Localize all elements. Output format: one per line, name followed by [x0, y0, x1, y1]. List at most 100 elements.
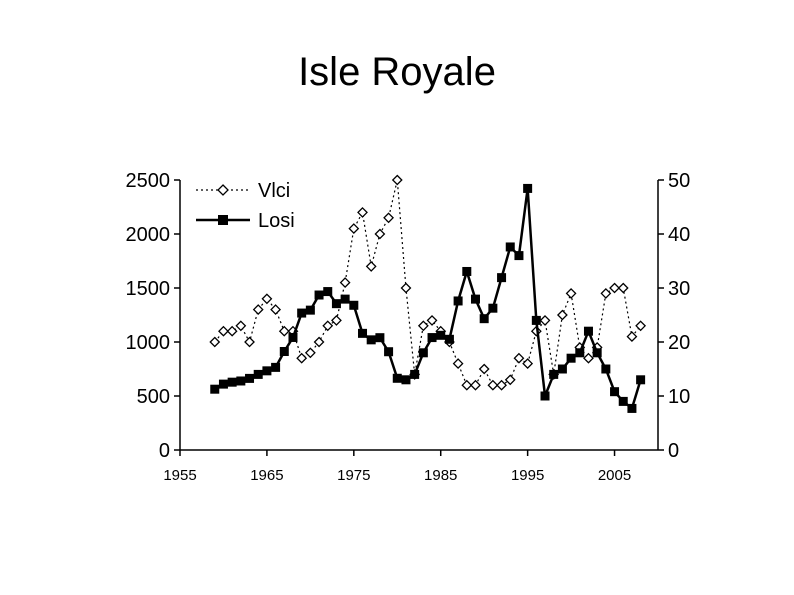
- left-tick-label: 2500: [126, 170, 171, 192]
- data-point: [209, 336, 221, 348]
- data-point: [297, 308, 307, 318]
- data-point: [391, 174, 403, 186]
- x-tick-label: 1955: [163, 467, 196, 484]
- data-point: [417, 320, 429, 332]
- legend-label: Losi: [258, 210, 295, 232]
- legend-marker: [217, 184, 229, 196]
- data-point: [566, 353, 576, 363]
- legend: Vlci Losi: [196, 180, 295, 232]
- data-point: [270, 304, 282, 316]
- data-point: [505, 242, 515, 252]
- data-point: [522, 358, 534, 370]
- data-point: [313, 336, 325, 348]
- data-point: [549, 369, 559, 379]
- data-point: [470, 379, 481, 391]
- data-point: [235, 320, 247, 332]
- data-point: [410, 369, 420, 379]
- left-tick-label: 1500: [126, 278, 171, 300]
- data-point: [418, 348, 428, 358]
- data-point: [592, 348, 602, 358]
- data-point: [426, 314, 438, 326]
- data-point: [609, 282, 620, 294]
- series-Vlci: [209, 174, 647, 391]
- data-point: [610, 387, 620, 397]
- data-point: [252, 304, 264, 316]
- data-point: [427, 333, 437, 343]
- data-point: [210, 384, 220, 394]
- data-point: [513, 352, 525, 364]
- data-point: [244, 336, 255, 348]
- data-point: [617, 282, 629, 294]
- data-point: [626, 331, 638, 343]
- data-point: [514, 251, 524, 261]
- data-point: [245, 373, 255, 383]
- data-point: [331, 299, 341, 309]
- data-point: [556, 309, 568, 321]
- ticks: 0 500 1000 1500 2000 2500 0 10 20 30 40 50 1955 1965 1…: [126, 170, 691, 484]
- data-point: [357, 206, 368, 218]
- left-tick-label: 2000: [126, 224, 171, 246]
- data-point: [523, 183, 533, 193]
- left-tick-label: 1000: [126, 332, 171, 354]
- data-point: [261, 293, 273, 305]
- data-point: [452, 358, 464, 370]
- right-tick-label: 30: [668, 278, 690, 300]
- legend-label: Vlci: [258, 180, 290, 202]
- x-tick-label: 1985: [424, 467, 457, 484]
- x-tick-label: 1965: [250, 467, 283, 484]
- data-point: [453, 296, 463, 306]
- data-point: [557, 364, 567, 374]
- data-point: [331, 314, 342, 326]
- data-point: [358, 328, 368, 338]
- data-point: [348, 223, 360, 235]
- series-layer: [209, 174, 647, 413]
- data-point: [305, 305, 315, 315]
- data-point: [478, 363, 490, 375]
- data-point: [462, 266, 472, 276]
- data-point: [565, 287, 577, 299]
- data-point: [496, 379, 507, 391]
- x-tick-label: 2005: [598, 467, 631, 484]
- right-tick-label: 10: [668, 386, 690, 408]
- data-point: [383, 212, 395, 224]
- data-point: [470, 294, 480, 304]
- right-tick-label: 50: [668, 170, 690, 192]
- series-Losi: [210, 183, 646, 413]
- data-point: [627, 403, 637, 413]
- data-point: [374, 228, 386, 240]
- data-point: [375, 333, 385, 343]
- data-point: [487, 379, 499, 391]
- data-point: [601, 364, 611, 374]
- data-point: [288, 332, 298, 342]
- x-tick-label: 1995: [511, 467, 544, 484]
- axes: [179, 180, 659, 451]
- data-point: [504, 374, 516, 386]
- data-point: [531, 315, 541, 325]
- data-point: [226, 325, 238, 337]
- data-point: [436, 330, 446, 340]
- data-point: [296, 352, 308, 364]
- data-point: [340, 294, 350, 304]
- data-point: [635, 320, 647, 332]
- left-tick-label: 500: [137, 386, 170, 408]
- data-point: [444, 334, 454, 344]
- data-point: [539, 314, 551, 326]
- data-point: [392, 373, 402, 383]
- data-point: [236, 376, 246, 386]
- data-point: [600, 287, 612, 299]
- data-point: [262, 366, 272, 376]
- data-point: [583, 352, 594, 364]
- data-point: [575, 348, 585, 358]
- data-point: [218, 325, 229, 337]
- data-point: [323, 287, 333, 297]
- data-point: [401, 375, 411, 385]
- data-point: [540, 391, 550, 401]
- data-point: [366, 335, 376, 345]
- right-tick-label: 40: [668, 224, 690, 246]
- data-point: [227, 377, 237, 387]
- data-point: [349, 300, 359, 310]
- data-point: [618, 396, 628, 406]
- left-tick-label: 0: [159, 440, 170, 462]
- data-point: [339, 277, 351, 289]
